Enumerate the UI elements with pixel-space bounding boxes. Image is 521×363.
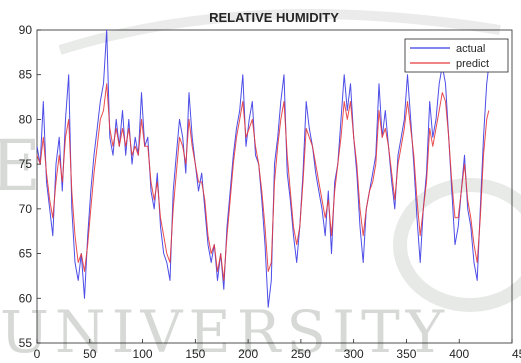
y-tick-label: 70	[19, 202, 33, 216]
watermark-swoosh	[58, 9, 501, 55]
y-tick-label: 80	[19, 112, 33, 126]
y-tick-label: 75	[19, 157, 33, 171]
watermark-text: UNIVERSITY	[0, 298, 450, 363]
y-tick-label: 85	[19, 68, 33, 82]
series-line-predict	[36, 83, 490, 281]
watermark-seal	[393, 178, 521, 312]
legend-box	[404, 38, 509, 73]
x-tick-label: 450	[512, 347, 521, 361]
watermark-letter: E	[0, 125, 41, 207]
x-tick-label: 150	[185, 347, 205, 361]
x-tick-label: 50	[83, 347, 97, 361]
y-tick-label: 65	[19, 247, 33, 261]
chart-title: RELATIVE HUMIDITY	[209, 10, 339, 25]
x-tick-label: 350	[396, 347, 416, 361]
x-tick-label: 300	[344, 347, 364, 361]
x-tick-label: 200	[238, 347, 258, 361]
x-tick-label: 0	[34, 347, 41, 361]
series-line-actual	[36, 29, 490, 308]
axes-layer: 0 50 100 150 200 250 300 350 400 450 55 60 65 70 75 80 8…	[19, 23, 521, 361]
y-tick-label: 55	[19, 336, 33, 350]
plot-area	[36, 29, 513, 344]
watermark: UNIVERSITY E	[0, 9, 521, 363]
x-tick-label: 400	[449, 347, 469, 361]
x-tick-label: 100	[133, 347, 153, 361]
legend-label-actual: actual	[456, 43, 485, 55]
legend: actual predict	[404, 38, 509, 73]
legend-label-predict: predict	[456, 58, 489, 70]
y-tick-label: 60	[19, 291, 33, 305]
series-layer	[36, 29, 490, 308]
y-tick-label: 90	[19, 23, 33, 37]
x-tick-label: 250	[291, 347, 311, 361]
